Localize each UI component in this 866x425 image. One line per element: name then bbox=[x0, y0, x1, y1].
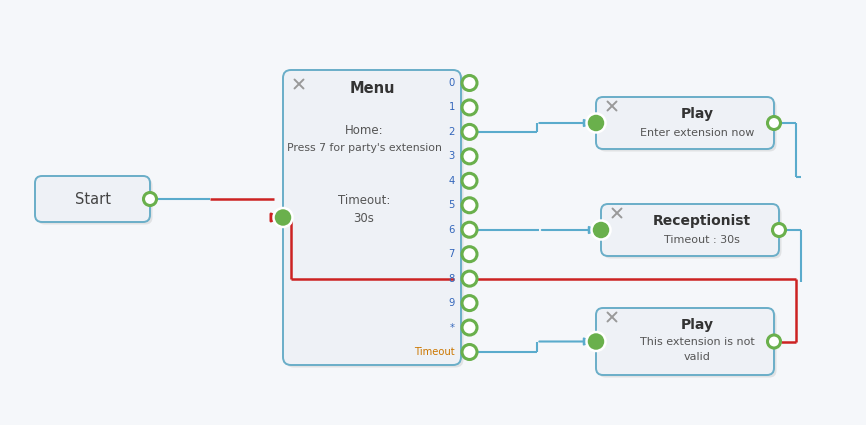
FancyBboxPatch shape bbox=[35, 176, 150, 222]
Text: 0: 0 bbox=[449, 78, 455, 88]
FancyBboxPatch shape bbox=[283, 70, 461, 365]
Text: Timeout:: Timeout: bbox=[338, 193, 391, 207]
Circle shape bbox=[767, 335, 780, 348]
Text: 8: 8 bbox=[449, 274, 455, 283]
Circle shape bbox=[462, 271, 477, 286]
Circle shape bbox=[462, 76, 477, 91]
Circle shape bbox=[462, 149, 477, 164]
Circle shape bbox=[586, 332, 605, 351]
Text: 9: 9 bbox=[449, 298, 455, 308]
Text: Enter extension now: Enter extension now bbox=[640, 128, 754, 139]
Text: Timeout : 30s: Timeout : 30s bbox=[664, 235, 740, 245]
Circle shape bbox=[462, 345, 477, 360]
FancyBboxPatch shape bbox=[596, 97, 774, 149]
Circle shape bbox=[462, 100, 477, 115]
Text: 5: 5 bbox=[449, 200, 455, 210]
Text: 2: 2 bbox=[449, 127, 455, 137]
Text: 7: 7 bbox=[449, 249, 455, 259]
Text: Start: Start bbox=[74, 192, 111, 207]
Circle shape bbox=[591, 221, 611, 240]
Text: Receptionist: Receptionist bbox=[653, 214, 751, 228]
Circle shape bbox=[462, 198, 477, 213]
Text: Menu: Menu bbox=[349, 80, 395, 96]
FancyBboxPatch shape bbox=[596, 308, 774, 375]
Text: 1: 1 bbox=[449, 102, 455, 113]
FancyBboxPatch shape bbox=[604, 207, 781, 258]
Text: Play: Play bbox=[681, 107, 714, 121]
Text: 3: 3 bbox=[449, 151, 455, 162]
Text: Timeout: Timeout bbox=[414, 347, 455, 357]
Circle shape bbox=[772, 224, 785, 236]
Circle shape bbox=[462, 173, 477, 188]
Circle shape bbox=[462, 296, 477, 311]
Circle shape bbox=[462, 125, 477, 139]
FancyBboxPatch shape bbox=[598, 311, 777, 377]
FancyBboxPatch shape bbox=[286, 73, 463, 368]
Text: 4: 4 bbox=[449, 176, 455, 186]
Circle shape bbox=[586, 113, 605, 133]
Text: 6: 6 bbox=[449, 225, 455, 235]
Text: This extension is not
valid: This extension is not valid bbox=[640, 337, 754, 362]
Text: 30s: 30s bbox=[353, 212, 374, 224]
Circle shape bbox=[767, 116, 780, 130]
Circle shape bbox=[462, 246, 477, 262]
Circle shape bbox=[462, 222, 477, 237]
FancyBboxPatch shape bbox=[598, 99, 777, 151]
Text: Press 7 for party's extension: Press 7 for party's extension bbox=[287, 143, 442, 153]
Circle shape bbox=[462, 320, 477, 335]
Text: *: * bbox=[450, 323, 455, 332]
Circle shape bbox=[274, 208, 293, 227]
Text: Play: Play bbox=[681, 318, 714, 332]
FancyBboxPatch shape bbox=[37, 178, 152, 224]
Circle shape bbox=[144, 193, 157, 206]
FancyBboxPatch shape bbox=[601, 204, 779, 256]
Text: Home:: Home: bbox=[345, 124, 384, 136]
